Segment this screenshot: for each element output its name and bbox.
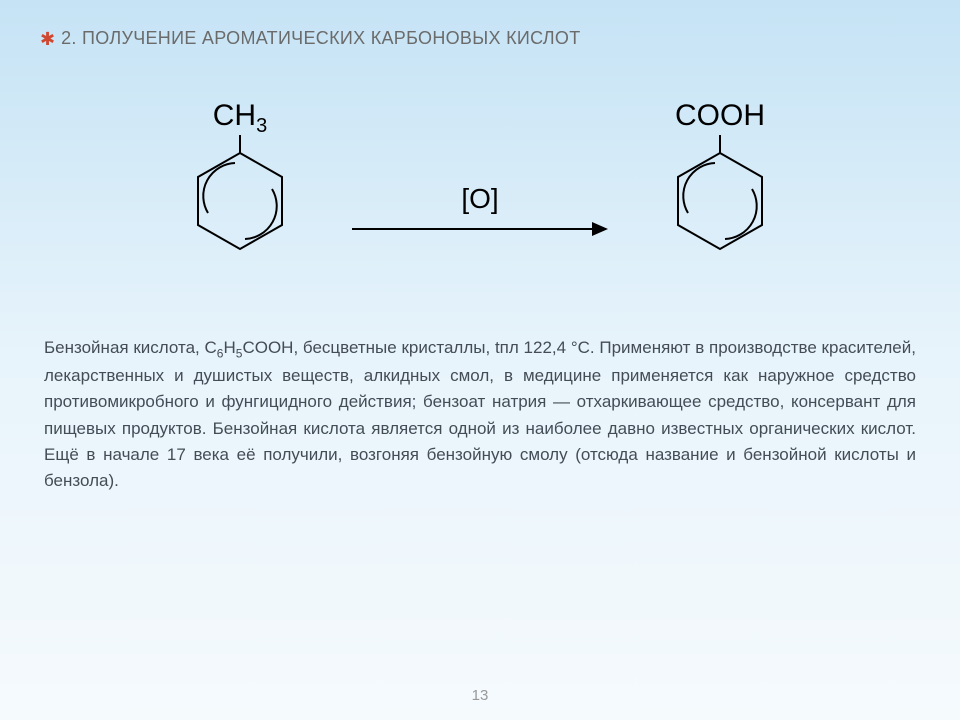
product-substituent-label: COOH bbox=[675, 99, 765, 135]
reaction-arrow: [O] bbox=[350, 183, 610, 241]
slide-title: 2. Получение ароматических карбоновых ки… bbox=[61, 28, 580, 49]
page-number: 13 bbox=[472, 687, 489, 704]
body-paragraph: Бензойная кислота, C6H5COOH, бесцветные … bbox=[40, 335, 920, 495]
title-row: ✱ 2. Получение ароматических карбоновых … bbox=[40, 28, 920, 49]
benzene-ring-icon bbox=[180, 135, 300, 275]
bullet-star-icon: ✱ bbox=[40, 30, 55, 48]
reaction-scheme: CH3 [O] COOH bbox=[40, 99, 920, 275]
benzene-ring-icon bbox=[660, 135, 780, 275]
product-molecule: COOH bbox=[660, 99, 780, 275]
arrow-icon bbox=[350, 217, 610, 241]
slide: ✱ 2. Получение ароматических карбоновых … bbox=[0, 0, 960, 720]
reactant-molecule: CH3 bbox=[180, 99, 300, 275]
reactant-substituent-label: CH3 bbox=[213, 99, 267, 135]
reaction-condition-label: [O] bbox=[461, 183, 498, 215]
